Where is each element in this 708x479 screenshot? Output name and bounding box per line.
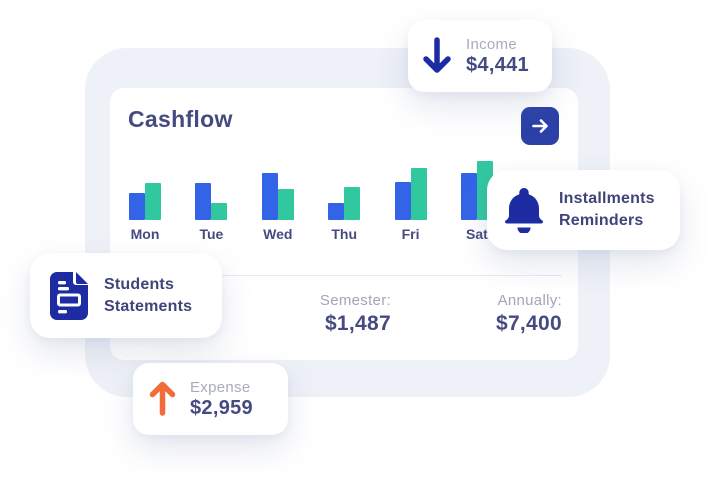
students-statements-card[interactable]: Students Statements — [30, 253, 222, 338]
students-statements-text: Students Statements — [104, 274, 192, 318]
cashflow-title: Cashflow — [128, 106, 233, 132]
arrow-up-icon — [149, 381, 176, 417]
bar-group-thu: Thu — [327, 161, 361, 243]
installments-reminders-card[interactable]: Installments Reminders — [487, 170, 680, 250]
students-line: Students — [104, 275, 175, 293]
document-icon — [50, 271, 88, 320]
bar-label-fri: Fri — [401, 226, 420, 242]
bar-blue-wed — [261, 173, 278, 220]
arrow-down-icon — [422, 36, 452, 76]
card-divider — [128, 275, 562, 276]
bar-label-sat: Sat — [466, 226, 488, 242]
bar-label-mon: Mon — [130, 226, 160, 242]
annually-block: Annually: $7,400 — [496, 292, 562, 336]
bar-group-fri: Fri — [394, 161, 428, 243]
bar-group-mon: Mon — [128, 161, 162, 243]
bar-group-wed: Wed — [261, 161, 295, 243]
bar-green-tue — [211, 203, 228, 220]
semester-label: Semester: — [319, 292, 391, 309]
bar-green-mon — [145, 183, 161, 220]
bar-label-tue: Tue — [199, 226, 224, 242]
bar-green-wed — [277, 189, 294, 220]
bar-green-fri — [410, 168, 427, 220]
bar-chart: Mon Tue Wed Thu Fri Sat — [128, 161, 494, 243]
annually-label: Annually: — [497, 292, 562, 309]
installments-reminders-text: Installments Reminders — [559, 188, 655, 232]
bar-green-thu — [344, 187, 361, 220]
bar-blue-fri — [394, 182, 411, 220]
summary-row: Semester: $1,487 Annually: $7,400 — [128, 292, 562, 336]
statements-line: Statements — [104, 297, 193, 315]
arrow-right-icon — [530, 116, 550, 136]
expense-card[interactable]: Expense $2,959 — [133, 363, 288, 435]
expense-value: $2,959 — [190, 396, 253, 419]
bar-blue-mon — [129, 193, 145, 220]
expense-label: Expense — [190, 378, 251, 396]
semester-value: $1,487 — [324, 312, 391, 335]
income-card[interactable]: Income $4,441 — [408, 20, 552, 92]
bar-group-tue: Tue — [194, 161, 228, 243]
bar-blue-thu — [328, 203, 345, 220]
income-label: Income — [466, 35, 517, 53]
installments-line: Installments — [559, 190, 655, 207]
bar-label-thu: Thu — [331, 226, 357, 242]
bell-icon — [505, 187, 543, 233]
bar-blue-tue — [195, 183, 212, 220]
goto-details-button[interactable] — [521, 107, 559, 145]
annually-value: $7,400 — [495, 312, 562, 335]
bar-blue-sat — [460, 173, 477, 220]
bar-label-wed: Wed — [263, 226, 293, 242]
semester-block: Semester: $1,487 — [320, 292, 391, 336]
income-value: $4,441 — [466, 53, 529, 76]
reminders-line: Reminders — [559, 212, 644, 229]
